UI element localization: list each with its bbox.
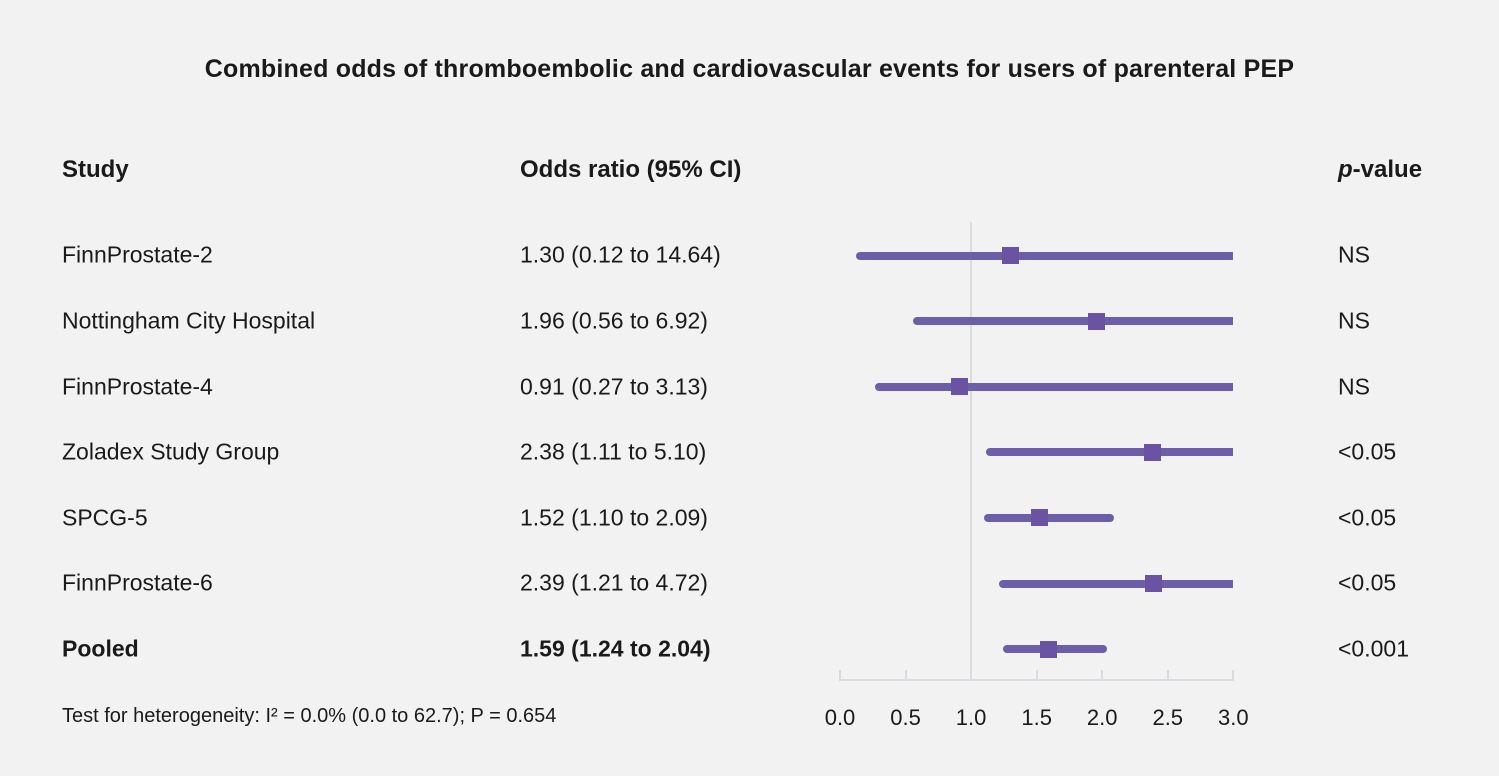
odds-ratio-ci: 2.39 (1.21 to 4.72) xyxy=(520,569,708,596)
point-estimate-marker xyxy=(1001,247,1019,264)
heterogeneity-footnote: Test for heterogeneity: I² = 0.0% (0.0 t… xyxy=(62,705,557,727)
confidence-interval-line xyxy=(984,513,1114,522)
odds-ratio-ci: 0.91 (0.27 to 3.13) xyxy=(520,373,708,400)
p-value: <0.001 xyxy=(1338,635,1409,662)
confidence-interval-line xyxy=(985,448,1234,457)
point-estimate-marker xyxy=(1088,312,1106,330)
confidence-interval-line xyxy=(913,317,1234,326)
table-row: SPCG-5 1.52 (1.10 to 2.09) <0.05 xyxy=(0,485,1499,551)
x-axis-tick-label: 0.0 xyxy=(824,705,856,730)
p-value-suffix: -value xyxy=(1352,156,1423,183)
x-axis-tick xyxy=(1101,670,1104,681)
point-estimate-marker xyxy=(1143,443,1161,461)
study-name: Zoladex Study Group xyxy=(62,438,280,465)
chart-title: Combined odds of thromboembolic and card… xyxy=(204,55,1295,83)
x-axis-tick xyxy=(1035,670,1038,681)
study-name: Nottingham City Hospital xyxy=(62,307,316,334)
x-axis-tick-label: 1.0 xyxy=(955,705,987,730)
point-estimate-marker xyxy=(1144,575,1162,592)
table-row-pooled: Pooled 1.59 (1.24 to 2.04) <0.001 xyxy=(0,616,1499,682)
p-value: NS xyxy=(1338,373,1370,400)
odds-ratio-ci: 2.38 (1.11 to 5.10) xyxy=(520,438,707,465)
confidence-interval-line xyxy=(875,382,1234,391)
odds-ratio-ci: 1.96 (0.56 to 6.92) xyxy=(520,307,708,334)
column-header-study: Study xyxy=(62,156,129,183)
point-estimate-marker xyxy=(950,378,968,396)
p-value: NS xyxy=(1338,307,1370,334)
point-estimate-marker xyxy=(1030,509,1048,527)
x-axis-tick-label: 2.5 xyxy=(1152,705,1184,730)
table-row: FinnProstate-2 1.30 (0.12 to 14.64) NS xyxy=(0,222,1499,288)
x-axis-tick-label: 2.0 xyxy=(1086,705,1118,730)
p-value: <0.05 xyxy=(1338,569,1397,596)
odds-ratio-ci: 1.59 (1.24 to 2.04) xyxy=(520,635,711,662)
study-name: Pooled xyxy=(62,635,139,662)
x-axis-tick-label: 3.0 xyxy=(1218,705,1249,730)
column-header-row: Study Odds ratio (95% CI) p-value xyxy=(0,143,1499,197)
p-value: NS xyxy=(1338,241,1370,268)
confidence-interval-line xyxy=(998,579,1234,588)
odds-ratio-ci: 1.52 (1.10 to 2.09) xyxy=(520,504,708,531)
table-row: FinnProstate-6 2.39 (1.21 to 4.72) <0.05 xyxy=(0,550,1499,616)
table-row: Nottingham City Hospital 1.96 (0.56 to 6… xyxy=(0,288,1499,354)
column-header-odds-ratio: Odds ratio (95% CI) xyxy=(520,156,742,183)
x-axis-tick xyxy=(904,670,907,681)
x-axis-tick-label: 1.5 xyxy=(1021,705,1052,730)
study-name: FinnProstate-2 xyxy=(62,241,213,268)
p-value: <0.05 xyxy=(1338,438,1397,465)
point-estimate-marker xyxy=(1039,640,1057,658)
table-row: Zoladex Study Group 2.38 (1.11 to 5.10) … xyxy=(0,419,1499,485)
x-axis-tick xyxy=(839,670,841,681)
x-axis-tick xyxy=(970,670,973,681)
study-name: SPCG-5 xyxy=(62,504,148,531)
p-value-italic-p: p xyxy=(1338,156,1353,183)
table-row: FinnProstate-4 0.91 (0.27 to 3.13) NS xyxy=(0,354,1499,420)
study-name: FinnProstate-4 xyxy=(62,373,213,400)
odds-ratio-ci: 1.30 (0.12 to 14.64) xyxy=(520,241,721,268)
x-axis-tick xyxy=(1232,670,1235,681)
study-name: FinnProstate-6 xyxy=(62,569,213,596)
x-axis-tick-label: 0.5 xyxy=(890,705,921,730)
p-value: <0.05 xyxy=(1338,504,1397,531)
reference-line xyxy=(970,222,973,681)
column-header-p-value: p-value xyxy=(1338,156,1422,184)
x-axis-tick xyxy=(1166,670,1169,681)
confidence-interval-line xyxy=(855,251,1234,260)
